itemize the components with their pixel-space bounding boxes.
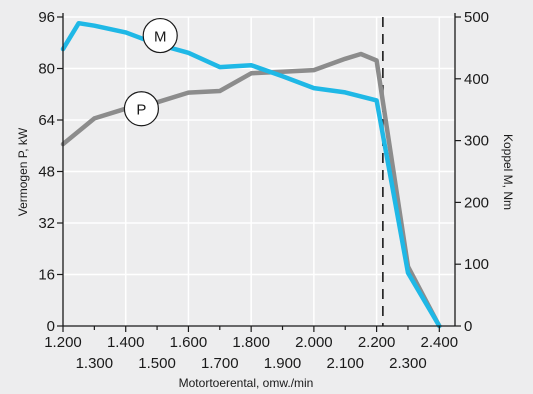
x-tick-label-bottom: 2.300 [389, 355, 427, 372]
x-tick-label-bottom: 1.900 [264, 355, 302, 372]
x-tick-label-top: 2.400 [421, 334, 459, 351]
y-right-tick-label: 100 [464, 256, 489, 273]
series-line-m [60, 20, 442, 329]
series-label-circle-m [142, 17, 178, 54]
y-left-tick-label: 80 [38, 61, 55, 78]
y-right-tick-label: 200 [464, 194, 489, 211]
series-label-m: M [154, 29, 167, 46]
grid-layer [63, 16, 455, 326]
y-right-tick-label: 0 [464, 318, 472, 335]
x-tick-label-bottom: 1.300 [76, 355, 114, 372]
y-left-tick-label: 16 [38, 267, 55, 284]
y-left-tick-label: 64 [38, 112, 55, 129]
y-axis-right-title: Koppel M, Nm [501, 134, 515, 210]
y-axis-left-title: Vermogen P, kW [16, 127, 30, 216]
y-right-tick-label: 400 [464, 71, 489, 88]
axes-layer: 0 16 32 48 64 80 96 0 100 200 300 400 500 1.200 1.400 1… [38, 9, 489, 372]
y-left-tick-label: 96 [38, 9, 55, 26]
x-tick-label-top: 2.000 [295, 334, 333, 351]
x-tick-label-top: 1.400 [107, 334, 145, 351]
x-tick-label-top: 1.200 [44, 334, 82, 351]
y-left-tick-label: 32 [38, 215, 55, 232]
labels-layer: PM [123, 17, 178, 127]
y-left-tick-label: 48 [38, 164, 55, 181]
series-label-circle-p [123, 91, 159, 127]
x-tick-label-bottom: 1.700 [201, 355, 239, 372]
y-left-tick-label: 0 [47, 318, 55, 335]
x-axis-title: Motortoerental, omw./min [179, 376, 314, 390]
x-tick-label-top: 1.800 [232, 334, 270, 351]
x-tick-label-bottom: 1.500 [138, 355, 176, 372]
x-tick-label-top: 1.600 [170, 334, 208, 351]
y-right-tick-label: 500 [464, 9, 489, 26]
series-label-p: P [136, 102, 146, 119]
x-tick-label-bottom: 2.100 [326, 355, 364, 372]
y-right-tick-label: 300 [464, 133, 489, 150]
x-tick-label-top: 2.200 [358, 334, 396, 351]
